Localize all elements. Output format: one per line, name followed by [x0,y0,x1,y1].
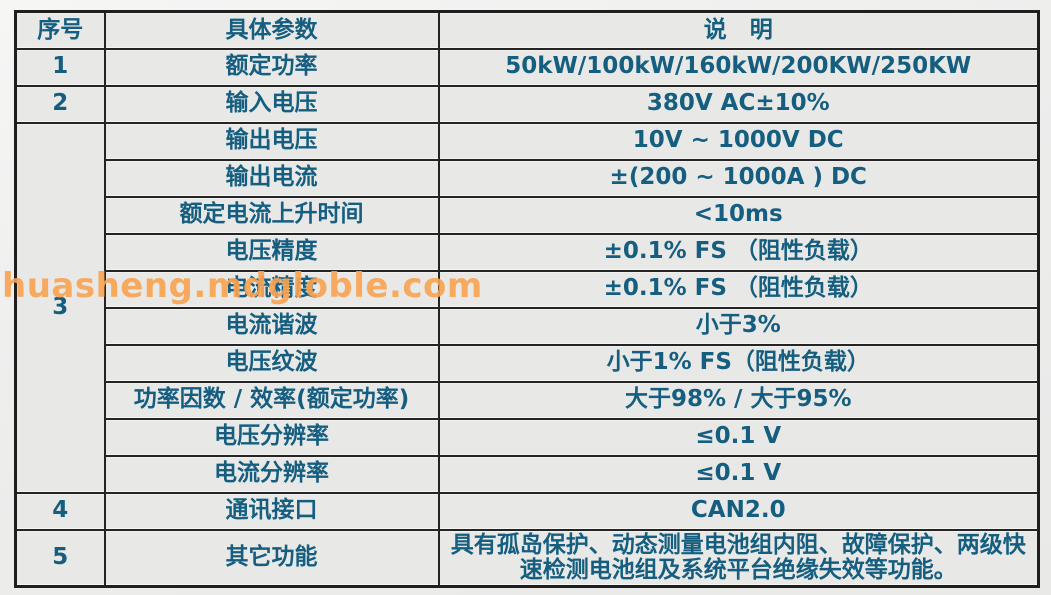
param-cell: 电压精度 [103,232,440,272]
desc-cell: <10ms [437,195,1040,235]
param-cell: 额定功率 [103,47,440,87]
desc-cell: ≤0.1 V [437,417,1040,457]
no-cell-merged: 3 [14,121,106,494]
table-row: 5 其它功能 具有孤岛保护、动态测量电池组内阻、故障保护、两级快 速检测电池组及… [14,528,1040,588]
desc-cell: ≤0.1 V [437,454,1040,494]
param-cell: 其它功能 [103,528,440,588]
desc-cell: ±0.1% FS （阻性负载） [437,269,1040,309]
desc-cell: 50kW/100kW/160kW/200KW/250KW [437,47,1040,87]
table-row: 电压精度 ±0.1% FS （阻性负载） [16,232,1040,272]
no-cell: 4 [14,491,106,531]
spec-table: 序号 具体参数 说 明 1 额定功率 50kW/100kW/160kW/200K… [14,10,1040,589]
param-cell: 通讯接口 [103,491,440,531]
table-row: 额定电流上升时间 <10ms [16,195,1040,235]
table-row: 输出电流 ±(200 ~ 1000A ) DC [16,158,1040,198]
header-no: 序号 [14,10,106,50]
param-cell: 电流谐波 [103,306,440,346]
table-row: 电压纹波 小于1% FS（阻性负载） [16,343,1040,383]
param-cell: 输入电压 [103,84,440,124]
table-row: 1 额定功率 50kW/100kW/160kW/200KW/250KW [14,47,1040,87]
table-row: 3 输出电压 10V ~ 1000V DC [14,121,1040,494]
desc-cell: 具有孤岛保护、动态测量电池组内阻、故障保护、两级快 速检测电池组及系统平台绝缘失… [437,528,1040,588]
desc-cell: 380V AC±10% [437,84,1040,124]
desc-cell: 10V ~ 1000V DC [437,121,1040,161]
param-cell: 输出电压 [103,121,440,161]
desc-cell: 大于98% / 大于95% [437,380,1040,420]
desc-cell: ±(200 ~ 1000A ) DC [437,158,1040,198]
header-desc: 说 明 [437,10,1040,50]
header-row: 序号 具体参数 说 明 [14,10,1040,50]
table-row: 电流谐波 小于3% [16,306,1040,346]
desc-cell: ±0.1% FS （阻性负载） [437,232,1040,272]
no-cell: 5 [14,528,106,588]
table-row: 功率因数 / 效率(额定功率) 大于98% / 大于95% [16,380,1040,420]
no-cell: 2 [14,84,106,124]
header-param: 具体参数 [103,10,440,50]
param-cell: 电压纹波 [103,343,440,383]
param-cell: 功率因数 / 效率(额定功率) [103,380,440,420]
param-cell: 电流分辨率 [103,454,440,494]
no-cell: 1 [14,47,106,87]
table-row: 电流分辨率 ≤0.1 V [16,454,1040,494]
desc-cell: CAN2.0 [437,491,1040,531]
table-row: 电压分辨率 ≤0.1 V [16,417,1040,457]
param-cell: 电压分辨率 [103,417,440,457]
table-row: 4 通讯接口 CAN2.0 [14,491,1040,531]
table-row: 电流精度 ±0.1% FS （阻性负载） [16,269,1040,309]
param-cell: 电流精度 [103,269,440,309]
table-row: 2 输入电压 380V AC±10% [14,84,1040,124]
param-cell: 额定电流上升时间 [103,195,440,235]
desc-cell: 小于3% [437,306,1040,346]
param-cell: 输出电流 [103,158,440,198]
desc-cell: 小于1% FS（阻性负载） [437,343,1040,383]
